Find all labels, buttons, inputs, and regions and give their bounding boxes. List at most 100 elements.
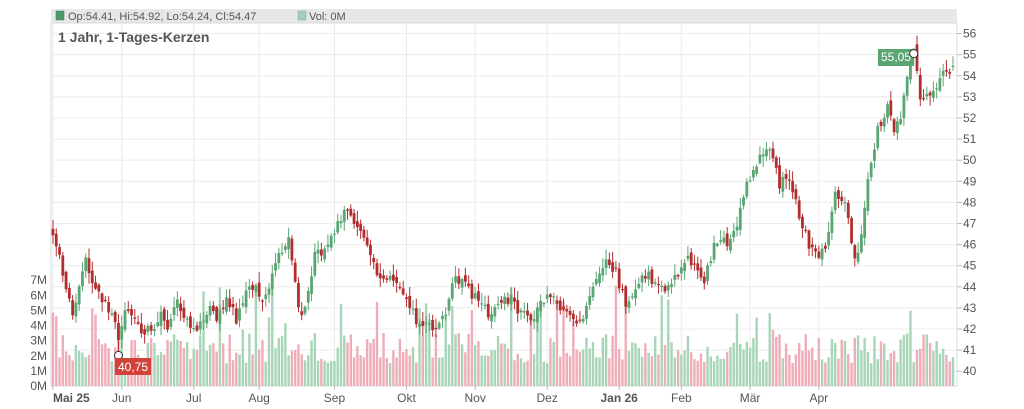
candle-body — [571, 313, 575, 320]
volume-label: Vol: 0M — [309, 11, 346, 23]
volume-tick-label: 3M — [30, 334, 47, 348]
candle-body — [837, 190, 840, 199]
volume-bar — [464, 352, 467, 386]
volume-bar — [333, 360, 336, 386]
volume-bar — [493, 350, 497, 386]
candle-body — [660, 285, 664, 287]
candle-body — [712, 242, 716, 260]
price-tick-label: 42 — [963, 322, 977, 336]
volume-bar — [418, 308, 421, 386]
candle-body — [375, 263, 379, 276]
candle-body — [814, 248, 817, 252]
volume-bar — [447, 344, 451, 386]
candle-body — [526, 310, 529, 316]
candle-body — [326, 244, 330, 248]
volume-bar — [745, 341, 749, 386]
candle-body — [463, 275, 467, 282]
volume-bar — [814, 360, 817, 386]
volume-bar — [568, 355, 572, 386]
time-tick-label: Jun — [112, 391, 131, 405]
candle-body — [385, 278, 389, 280]
candle-body — [725, 233, 729, 247]
candle-body — [715, 243, 719, 246]
volume-bar — [421, 335, 425, 386]
candle-body — [882, 117, 886, 127]
candle-body — [267, 288, 271, 295]
volume-bar — [552, 341, 555, 386]
candle-body — [346, 209, 349, 211]
volume-bar — [869, 363, 873, 386]
candle-body — [480, 303, 484, 305]
candle-body — [192, 327, 196, 330]
candle-body — [640, 275, 644, 283]
candle-body — [853, 245, 857, 259]
volume-bar — [729, 347, 732, 386]
candle-body — [509, 294, 513, 305]
candle-body — [313, 251, 317, 276]
volume-bar — [889, 353, 893, 386]
volume-bar — [51, 312, 55, 386]
chart-subtitle: 1 Jahr, 1-Tages-Kerzen — [58, 29, 209, 45]
volume-bar — [794, 354, 798, 386]
candle-body — [126, 309, 130, 311]
candle-body — [791, 180, 795, 193]
volume-bar — [97, 339, 101, 386]
candle-body — [879, 121, 883, 126]
candle-body — [401, 288, 405, 295]
volume-bar — [94, 314, 97, 386]
volume-bar — [313, 333, 317, 386]
candle-body — [427, 323, 431, 325]
candle-body — [784, 174, 788, 179]
volume-bar — [385, 357, 389, 386]
candle-body — [562, 306, 565, 310]
candle-body — [153, 329, 156, 331]
candle-body — [257, 282, 261, 297]
candle-body — [382, 275, 385, 279]
volume-bar — [935, 340, 938, 386]
candle-body — [503, 296, 507, 304]
candle-body — [742, 197, 745, 206]
volume-bar — [326, 362, 330, 386]
volume-bar — [503, 343, 506, 386]
volume-bar — [542, 361, 546, 386]
volume-bar — [225, 363, 228, 386]
volume-bar — [382, 333, 385, 386]
candle-body — [234, 308, 238, 324]
candle-body — [447, 298, 451, 311]
price-tick-label: 43 — [963, 301, 977, 315]
time-tick-label: Dez — [537, 391, 558, 405]
volume-bar — [748, 347, 752, 386]
candle-body — [94, 282, 97, 289]
candle-body — [565, 308, 569, 312]
volume-bar — [621, 359, 624, 386]
volume-bar — [343, 335, 346, 386]
volume-bar — [673, 357, 677, 386]
volume-bar — [634, 343, 637, 386]
volume-bar — [444, 314, 447, 386]
candle-body — [830, 211, 834, 234]
volume-bar — [356, 346, 359, 386]
volume-bar — [539, 306, 542, 386]
candle-body — [408, 295, 412, 309]
candle-body — [339, 221, 343, 224]
volume-bar — [156, 355, 159, 386]
volume-bar — [415, 362, 418, 386]
candle-body — [238, 308, 241, 321]
volume-bar — [915, 349, 919, 386]
volume-bar — [195, 349, 199, 386]
volume-bar — [346, 342, 349, 386]
volume-bar — [595, 357, 598, 386]
candle-body — [552, 296, 556, 298]
volume-bar — [768, 313, 771, 386]
volume-bar — [899, 339, 902, 386]
candle-body — [490, 314, 493, 322]
candle-body — [90, 270, 94, 284]
volume-bar — [608, 358, 611, 386]
candle-body — [529, 314, 533, 321]
candle-body — [290, 238, 294, 261]
time-tick-label: Jan 26 — [601, 391, 639, 405]
volume-bar — [257, 349, 261, 386]
candle-body — [689, 252, 693, 266]
price-tick-label: 46 — [963, 238, 977, 252]
